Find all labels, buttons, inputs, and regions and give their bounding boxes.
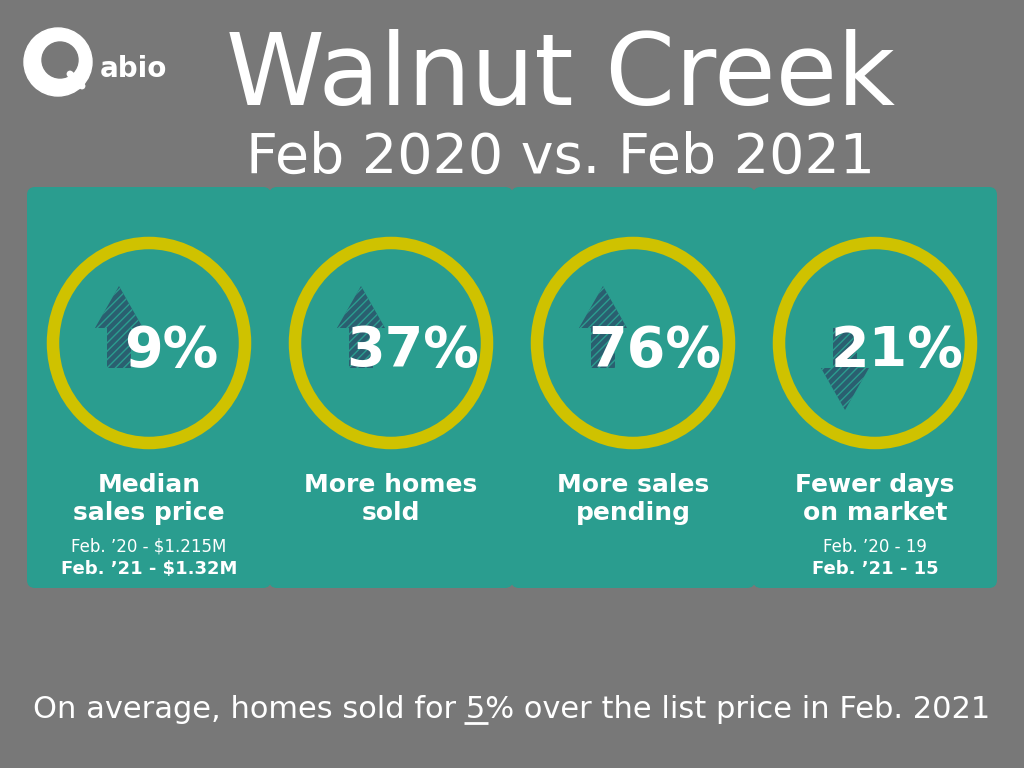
Text: Feb 2020 vs. Feb 2021: Feb 2020 vs. Feb 2021: [246, 131, 874, 185]
Text: 37%: 37%: [346, 324, 479, 378]
FancyBboxPatch shape: [511, 187, 755, 588]
Text: 21%: 21%: [830, 324, 964, 378]
Text: Feb. ’21 - $1.32M: Feb. ’21 - $1.32M: [60, 560, 238, 578]
Circle shape: [24, 28, 92, 96]
Text: Feb. ’20 - $1.215M: Feb. ’20 - $1.215M: [72, 538, 226, 556]
Text: Walnut Creek: Walnut Creek: [225, 29, 895, 127]
Polygon shape: [95, 286, 143, 368]
Text: pending: pending: [575, 501, 690, 525]
Text: abio: abio: [100, 55, 167, 83]
Polygon shape: [821, 328, 869, 410]
Text: Feb. ’20 - 19: Feb. ’20 - 19: [823, 538, 927, 556]
Polygon shape: [337, 286, 385, 368]
Text: More homes: More homes: [304, 473, 477, 497]
FancyBboxPatch shape: [27, 187, 271, 588]
FancyBboxPatch shape: [269, 187, 513, 588]
Text: More sales: More sales: [557, 473, 710, 497]
Text: sold: sold: [361, 501, 420, 525]
Text: Fewer days: Fewer days: [796, 473, 954, 497]
Text: on market: on market: [803, 501, 947, 525]
Text: On average, homes sold for 5% over the list price in Feb. 2021: On average, homes sold for 5% over the l…: [34, 696, 990, 724]
Text: 9%: 9%: [124, 324, 218, 378]
Text: sales price: sales price: [73, 501, 225, 525]
Text: Feb. ’21 - 15: Feb. ’21 - 15: [812, 560, 938, 578]
Text: Median: Median: [97, 473, 201, 497]
FancyBboxPatch shape: [753, 187, 997, 588]
Text: 76%: 76%: [589, 324, 722, 378]
Polygon shape: [579, 286, 627, 368]
Circle shape: [42, 42, 78, 78]
